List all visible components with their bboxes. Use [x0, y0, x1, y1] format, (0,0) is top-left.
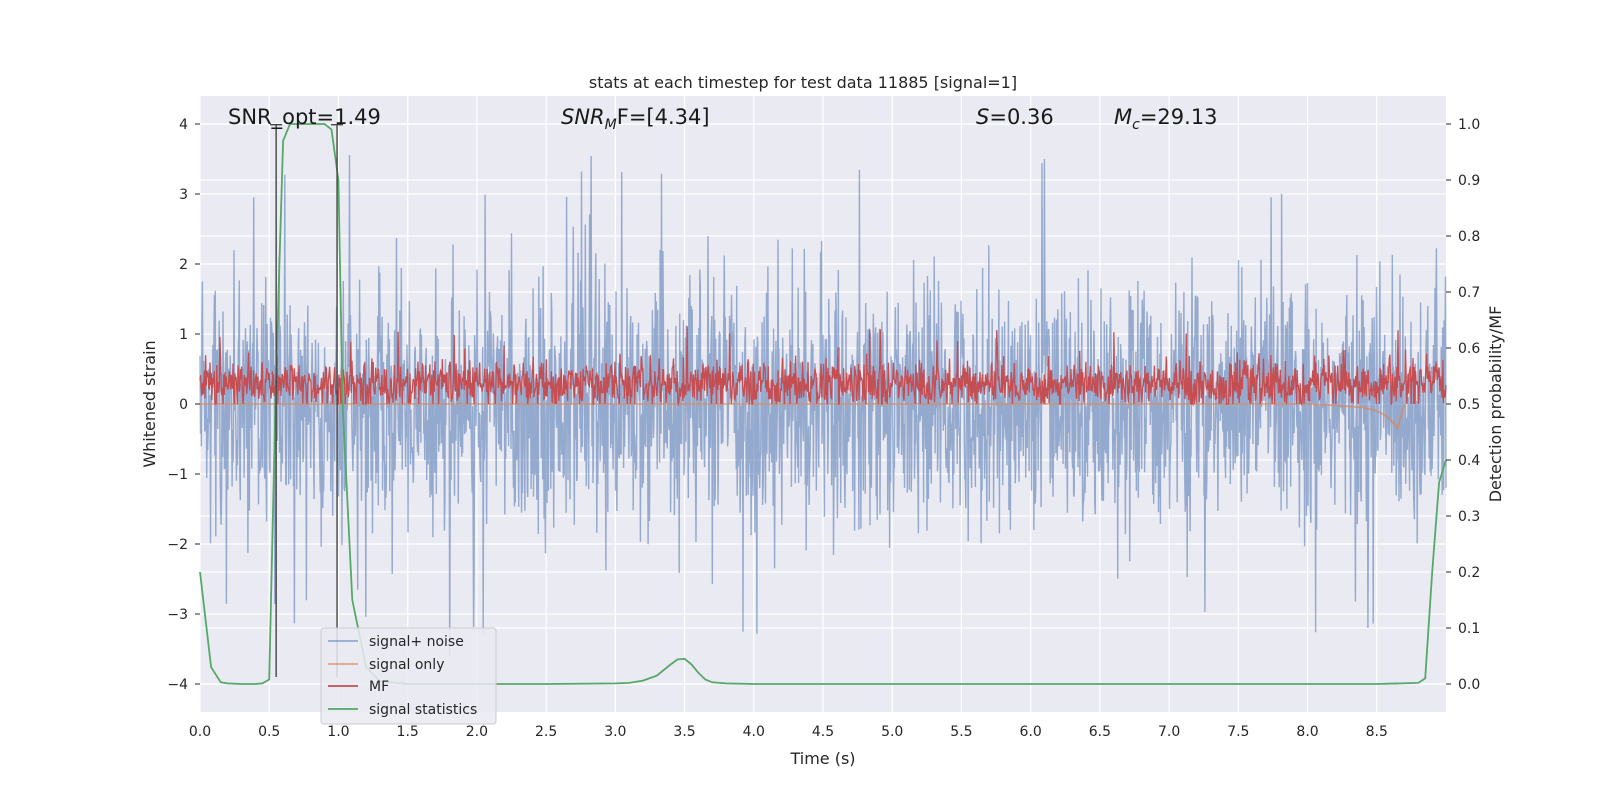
y-right-tick-label: 0.2 [1458, 565, 1480, 581]
legend: signal+ noise signal only MF signal stat… [320, 627, 497, 725]
annotation-mc-symbol: M [1114, 105, 1132, 129]
vertical-markers [270, 123, 344, 677]
y-left-tick-label: 2 [179, 257, 188, 273]
y-left-tick-label: 3 [179, 187, 188, 203]
y-right-tick-label: 0.5 [1458, 397, 1480, 413]
x-tick-label: 3.0 [604, 724, 626, 740]
x-tick-label: 0.0 [189, 724, 211, 740]
y-left-tick-label: 4 [179, 117, 188, 133]
annotation-snr-opt: SNR_opt=1.49 [228, 105, 381, 130]
y-right-tick-label: 0.9 [1458, 173, 1480, 189]
x-tick-label: 4.5 [812, 724, 834, 740]
y-right-tick-label: 0.8 [1458, 229, 1480, 245]
x-tick-label: 6.0 [1020, 724, 1042, 740]
x-tick-label: 1.0 [327, 724, 349, 740]
x-tick-label: 5.5 [950, 724, 972, 740]
legend-label-signal-noise: signal+ noise [369, 634, 464, 650]
y-right-axis-label: Detection probability/MF [1486, 306, 1505, 503]
annotation-snr-mf-value: F=[4.34] [617, 105, 710, 129]
x-tick-label: 2.5 [535, 724, 557, 740]
x-tick-label: 4.0 [743, 724, 765, 740]
annotation-snr-mf: SNRMF=[4.34] [561, 105, 710, 133]
x-tick-label: 2.0 [466, 724, 488, 740]
annotation-snr-mf-subscript: M [605, 117, 617, 133]
y-left-ticks: −4 −3 −2 −1 0 1 2 3 4 [167, 117, 200, 693]
x-tick-label: 8.0 [1296, 724, 1318, 740]
annotation-s: S=0.36 [976, 105, 1054, 129]
signal-only-trace [200, 403, 1406, 431]
x-tick-label: 7.0 [1158, 724, 1180, 740]
legend-label-mf: MF [369, 679, 389, 695]
y-right-ticks: 0.0 0.1 0.2 0.3 0.4 0.5 0.6 0.7 0.8 0.9 1.0 [1446, 117, 1480, 693]
signal-statistics-trace [199, 123, 1447, 685]
series-signal-noise [199, 155, 1447, 656]
annotation-s-symbol: S [976, 105, 989, 129]
x-tick-label: 1.5 [397, 724, 419, 740]
y-right-tick-label: 0.0 [1458, 677, 1480, 693]
x-tick-label: 0.5 [258, 724, 280, 740]
x-tick-label: 8.5 [1366, 724, 1388, 740]
series-mf [199, 326, 1447, 407]
legend-label-signal-only: signal only [369, 657, 444, 673]
y-right-tick-label: 0.7 [1458, 285, 1480, 301]
y-left-tick-label: 1 [179, 327, 188, 343]
mf-trace [199, 326, 1447, 407]
annotation-mc: Mc=29.13 [1114, 105, 1218, 133]
y-right-tick-label: 0.1 [1458, 621, 1480, 637]
y-left-tick-label: −4 [167, 677, 188, 693]
legend-label-signal-statistics: signal statistics [369, 702, 477, 718]
annotation-mc-value: =29.13 [1140, 105, 1218, 129]
series-signal-statistics [199, 123, 1447, 685]
noise-trace [199, 155, 1447, 656]
series-signal-only [200, 403, 1406, 431]
x-tick-label: 5.0 [881, 724, 903, 740]
y-right-tick-label: 1.0 [1458, 117, 1480, 133]
y-right-tick-label: 0.4 [1458, 453, 1480, 469]
x-tick-label: 3.5 [673, 724, 695, 740]
y-left-tick-label: −1 [167, 467, 188, 483]
legend-box [320, 627, 497, 725]
y-right-tick-label: 0.6 [1458, 341, 1480, 357]
annotation-s-value: =0.36 [989, 105, 1053, 129]
y-left-tick-label: −2 [167, 537, 188, 553]
x-axis-label: Time (s) [789, 749, 855, 768]
annotation-snr-mf-symbol: SNR [561, 105, 605, 129]
chart-title: stats at each timestep for test data 118… [589, 73, 1017, 92]
x-ticks: 0.0 0.5 1.0 1.5 2.0 2.5 3.0 3.5 4.0 4.5 5.0 5.5 6.0 6… [189, 724, 1388, 740]
x-tick-label: 7.5 [1227, 724, 1249, 740]
annotation-mc-subscript: c [1132, 117, 1140, 133]
x-tick-label: 6.5 [1089, 724, 1111, 740]
y-right-tick-label: 0.3 [1458, 509, 1480, 525]
y-left-tick-label: 0 [179, 397, 188, 413]
y-left-tick-label: −3 [167, 607, 188, 623]
y-left-axis-label: Whitened strain [140, 340, 159, 467]
